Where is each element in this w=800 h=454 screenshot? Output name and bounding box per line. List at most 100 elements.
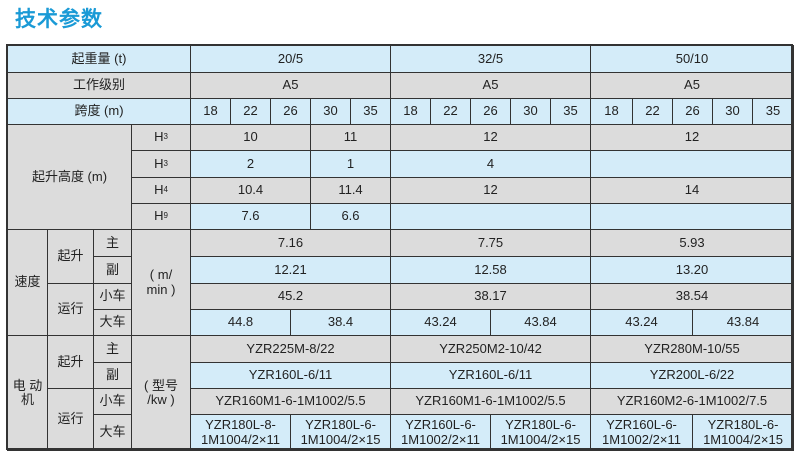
span-label: 跨度 (m) (7, 98, 191, 125)
speed-aux-value: 13.20 (590, 256, 794, 284)
motor-crane-value: YZR160L-6- 1M1002/2×11 (590, 414, 693, 451)
speed-trolley-value: 38.17 (390, 283, 591, 310)
speed-travel-label: 运行 (47, 283, 94, 336)
motor-trolley-value: YZR160M2-6-1M1002/7.5 (590, 388, 794, 415)
speed-label: 速度 (7, 229, 48, 336)
lift-height-value: 12 (390, 124, 591, 151)
motor-crane-value: YZR180L-6- 1M1004/2×15 (490, 414, 591, 451)
speed-main-value: 7.16 (190, 229, 391, 257)
grade-value: A5 (590, 72, 794, 99)
speed-crane-value: 43.84 (692, 309, 794, 336)
height-letter: H (154, 129, 164, 145)
span-value: 18 (190, 98, 231, 125)
span-value: 22 (230, 98, 271, 125)
lift-height-value (590, 203, 794, 230)
motor-travel-label: 运行 (47, 388, 94, 451)
lift-height-value: 10 (190, 124, 311, 151)
height-index: 3 (163, 132, 168, 142)
span-value: 30 (510, 98, 551, 125)
grade-label: 工作级别 (7, 72, 191, 99)
speed-crane-value: 38.4 (290, 309, 391, 336)
span-value: 18 (390, 98, 431, 125)
grade-value: A5 (390, 72, 591, 99)
motor-aux-value: YZR200L-6/22 (590, 362, 794, 389)
lift-height-value: 11 (310, 124, 391, 151)
speed-crane-value: 43.24 (590, 309, 693, 336)
motor-hoist-label: 起升 (47, 335, 94, 389)
height-index: 9 (163, 211, 168, 221)
height-letter: H (154, 182, 164, 198)
speed-aux-value: 12.58 (390, 256, 591, 284)
motor-label: 电 动 机 (7, 335, 48, 451)
motor-aux-value: YZR160L-6/11 (390, 362, 591, 389)
speed-main-value: 7.75 (390, 229, 591, 257)
span-value: 26 (270, 98, 311, 125)
capacity-value: 32/5 (390, 45, 591, 73)
height-index: 3 (163, 158, 168, 168)
motor-main-value: YZR225M-8/22 (190, 335, 391, 363)
lift-height-value: 2 (190, 150, 311, 178)
speed-trolley-value: 38.54 (590, 283, 794, 310)
span-value: 22 (632, 98, 673, 125)
motor-aux-value: YZR160L-6/11 (190, 362, 391, 389)
lift-height-value (590, 150, 794, 178)
span-value: 35 (550, 98, 591, 125)
motor-crane-value: YZR180L-6- 1M1004/2×15 (692, 414, 794, 451)
speed-aux-label: 副 (93, 256, 132, 284)
speed-crane-label: 大车 (93, 309, 132, 336)
capacity-label: 起重量 (t) (7, 45, 191, 73)
speed-unit: ( m/ min ) (131, 229, 191, 336)
lift-height-label: 起升高度 (m) (7, 124, 132, 230)
speed-crane-value: 43.24 (390, 309, 491, 336)
speed-aux-value: 12.21 (190, 256, 391, 284)
speed-trolley-value: 45.2 (190, 283, 391, 310)
motor-main-value: YZR280M-10/55 (590, 335, 794, 363)
motor-unit: ( 型号 /kw ) (131, 335, 191, 451)
page-title: 技术参数 (15, 7, 103, 31)
motor-main-value: YZR250M2-10/42 (390, 335, 591, 363)
span-value: 35 (350, 98, 391, 125)
speed-crane-value: 44.8 (190, 309, 291, 336)
motor-crane-value: YZR160L-6- 1M1002/2×11 (390, 414, 491, 451)
span-value: 26 (672, 98, 713, 125)
lift-height-value: 4 (390, 150, 591, 178)
lift-height-value: 12 (390, 177, 591, 204)
lift-height-value: 1 (310, 150, 391, 178)
lift-height-value: 7.6 (190, 203, 311, 230)
capacity-value: 50/10 (590, 45, 794, 73)
lift-height-value: 6.6 (310, 203, 391, 230)
lift-height-value: 12 (590, 124, 794, 151)
height-letter: H (154, 155, 164, 171)
motor-trolley-value: YZR160M1-6-1M1002/5.5 (190, 388, 391, 415)
motor-crane-value: YZR180L-6- 1M1004/2×15 (290, 414, 391, 451)
speed-trolley-label: 小车 (93, 283, 132, 310)
speed-main-label: 主 (93, 229, 132, 257)
lift-height-value (390, 203, 591, 230)
speed-main-value: 5.93 (590, 229, 794, 257)
motor-trolley-value: YZR160M1-6-1M1002/5.5 (390, 388, 591, 415)
span-value: 18 (590, 98, 633, 125)
span-value: 26 (470, 98, 511, 125)
motor-trolley-label: 小车 (93, 388, 132, 415)
height-letter: H (154, 208, 164, 224)
span-value: 30 (712, 98, 753, 125)
motor-crane-label: 大车 (93, 414, 132, 451)
lift-height-value: 11.4 (310, 177, 391, 204)
lift-height-value: 14 (590, 177, 794, 204)
span-value: 30 (310, 98, 351, 125)
speed-crane-value: 43.84 (490, 309, 591, 336)
height-index: 4 (163, 185, 168, 195)
motor-main-label: 主 (93, 335, 132, 363)
motor-crane-value: YZR180L-8- 1M1004/2×11 (190, 414, 291, 451)
motor-aux-label: 副 (93, 362, 132, 389)
span-value: 22 (430, 98, 471, 125)
capacity-value: 20/5 (190, 45, 391, 73)
lift-height-value: 10.4 (190, 177, 311, 204)
speed-hoist-label: 起升 (47, 229, 94, 284)
span-value: 35 (752, 98, 794, 125)
grade-value: A5 (190, 72, 391, 99)
